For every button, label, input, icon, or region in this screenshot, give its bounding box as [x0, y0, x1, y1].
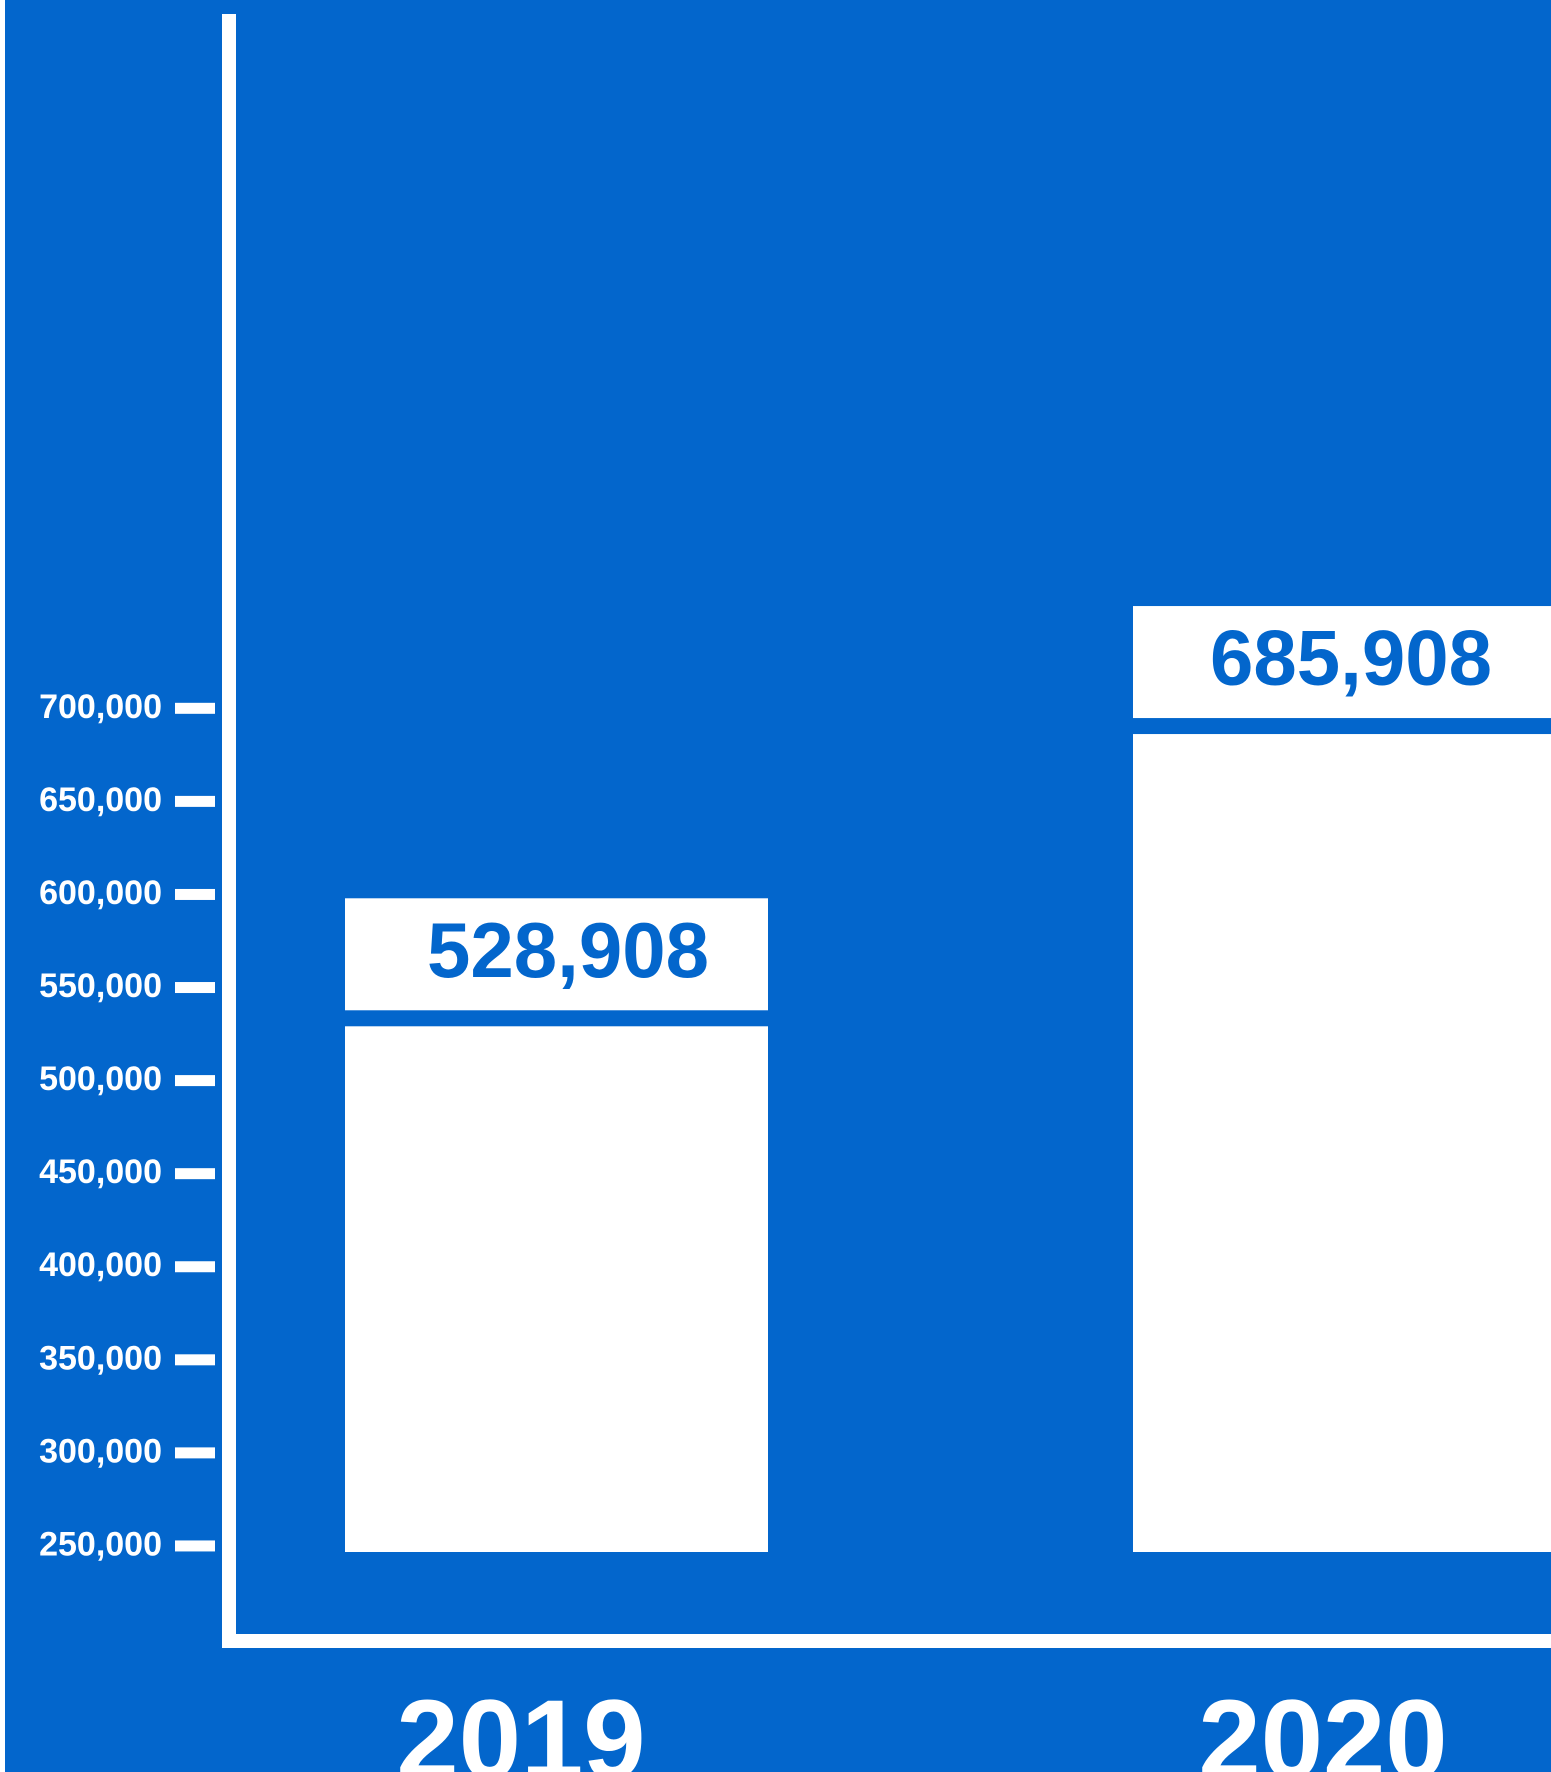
y-tick-mark [175, 1168, 215, 1180]
x-category-label: 2019 [396, 1677, 645, 1772]
x-axis: 2019 2020 [222, 1634, 1551, 1772]
y-tick-label: 300,000 [39, 1432, 162, 1470]
y-tick-mark [175, 1540, 215, 1552]
bar-value-box [345, 898, 768, 1011]
y-tick-mark [175, 888, 215, 900]
bar [345, 1026, 768, 1552]
y-tick-mark [175, 1354, 215, 1366]
left-border [0, 0, 5, 1772]
y-tick-label: 500,000 [39, 1060, 162, 1098]
y-tick-label: 250,000 [39, 1525, 162, 1563]
y-tick-label: 550,000 [39, 967, 162, 1005]
bar [1133, 734, 1551, 1552]
x-category-label: 2020 [1198, 1677, 1447, 1772]
y-tick-label: 450,000 [39, 1153, 162, 1191]
y-tick-mark [175, 795, 215, 807]
y-tick-mark [175, 1075, 215, 1087]
y-tick-label: 650,000 [39, 781, 162, 819]
y-axis: 250,000 300,000 350,000 400,000 450,000 500,0… [39, 14, 236, 1647]
bars-group: 528,908 685,908 [345, 606, 1551, 1552]
y-tick-mark [175, 702, 215, 714]
y-tick-label: 700,000 [39, 688, 162, 726]
y-tick-label: 350,000 [39, 1339, 162, 1377]
bar-value-label: 528,908 [427, 906, 709, 994]
y-tick-label: 400,000 [39, 1246, 162, 1284]
y-tick-mark [175, 982, 215, 994]
y-tick-mark [175, 1261, 215, 1273]
bar-value-box [1133, 606, 1551, 719]
y-tick-label: 600,000 [39, 874, 162, 912]
bar-value-label: 685,908 [1210, 614, 1492, 702]
y-tick-mark [175, 1447, 215, 1459]
